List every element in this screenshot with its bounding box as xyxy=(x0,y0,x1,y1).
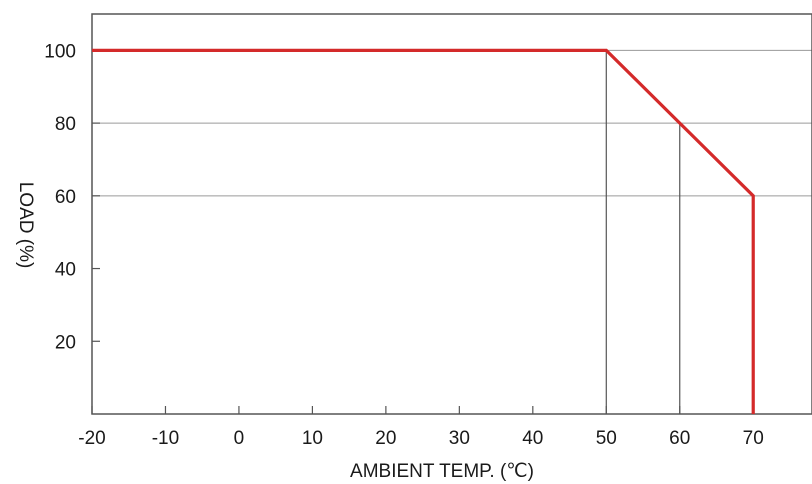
x-tick-label: 60 xyxy=(669,428,690,449)
tick-labels: -20 -10 0 10 20 30 40 50 60 70 20 40 60 80 100 xyxy=(44,41,763,449)
grid-layer xyxy=(92,49,812,197)
x-tick-label: 0 xyxy=(234,428,245,449)
plot-frame xyxy=(91,13,812,415)
x-tick-label: 10 xyxy=(302,428,323,449)
x-tick-label: 40 xyxy=(522,428,543,449)
y-tick-label: 60 xyxy=(55,187,76,208)
y-tick-label: 80 xyxy=(55,114,76,135)
series-layer xyxy=(91,48,755,415)
y-tick-label: 100 xyxy=(44,41,76,62)
x-tick-label: 30 xyxy=(449,428,470,449)
x-tick-label: 20 xyxy=(375,428,396,449)
series-line-0 xyxy=(92,48,755,414)
ticks xyxy=(91,49,754,414)
x-tick-label: -10 xyxy=(152,428,179,449)
x-tick-label: 70 xyxy=(743,428,764,449)
reference-lines xyxy=(605,50,754,414)
x-axis-title: AMBIENT TEMP. (℃) xyxy=(350,461,534,482)
y-axis-title: LOAD (%) xyxy=(15,182,36,269)
x-tick-label: 50 xyxy=(596,428,617,449)
x-tick-label: -20 xyxy=(78,428,105,449)
y-tick-label: 20 xyxy=(55,332,76,353)
y-tick-label: 40 xyxy=(55,260,76,281)
